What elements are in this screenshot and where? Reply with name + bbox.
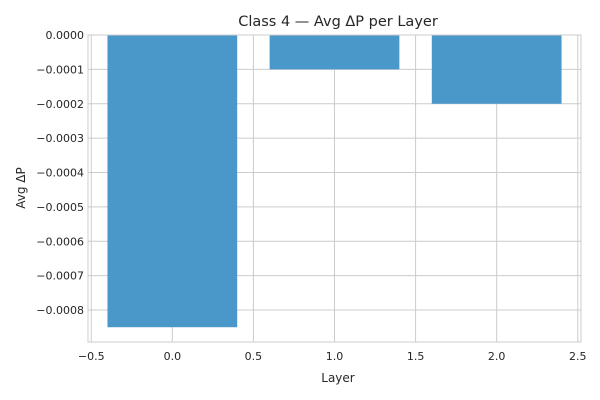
- bar-layer-1: [269, 35, 400, 70]
- y-tick-label: −0.0008: [36, 304, 84, 317]
- y-axis-ticks: 0.0000 −0.0001 −0.0002 −0.0003 −0.0004 −0.000…: [36, 29, 84, 317]
- y-tick-label: −0.0003: [36, 132, 84, 145]
- x-axis-ticks: −0.5 0.0 0.5 1.0 1.5 2.0 2.5: [78, 350, 587, 363]
- x-tick-label: 2.5: [569, 350, 587, 363]
- chart-title: Class 4 — Avg ΔP per Layer: [238, 14, 438, 30]
- plot-frame: [87, 34, 582, 343]
- x-tick-label: 2.0: [488, 350, 506, 363]
- y-tick-label: 0.0000: [46, 29, 85, 42]
- y-tick-label: −0.0001: [36, 63, 84, 76]
- bar-layer-0: [107, 35, 238, 328]
- x-tick-label: 1.0: [326, 350, 344, 363]
- y-tick-label: −0.0006: [36, 235, 84, 248]
- x-axis-label: Layer: [321, 371, 355, 385]
- y-tick-label: −0.0004: [36, 167, 84, 180]
- x-tick-label: 0.5: [245, 350, 263, 363]
- bars: [107, 35, 562, 328]
- x-tick-label: −0.5: [78, 350, 105, 363]
- x-tick-label: 1.5: [407, 350, 425, 363]
- y-tick-label: −0.0007: [36, 270, 84, 283]
- x-tick-label: 0.0: [164, 350, 182, 363]
- y-tick-label: −0.0005: [36, 201, 84, 214]
- y-axis-label: Avg ΔP: [14, 167, 28, 208]
- y-tick-label: −0.0002: [36, 98, 84, 111]
- bar-layer-2: [431, 35, 562, 104]
